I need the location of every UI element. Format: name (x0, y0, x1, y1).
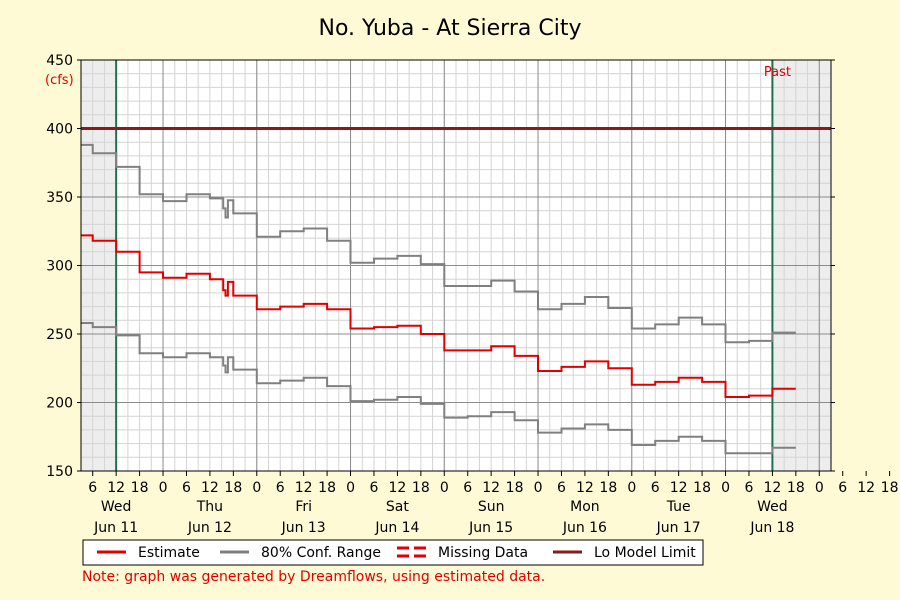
series-line-conf-lower (81, 322, 796, 455)
y-tick-label: 300 (46, 259, 73, 275)
legend: Estimate 80% Conf. Range Missing Data Lo Mo… (82, 539, 704, 566)
y-tick-label: 250 (46, 327, 73, 343)
date-label: Jun 14 (374, 520, 419, 536)
x-tick-label: 0 (721, 480, 730, 496)
x-tick-label: 6 (182, 480, 191, 496)
day-label: Fri (295, 499, 312, 515)
series-line-estimate (81, 234, 796, 398)
y-tick-label: 350 (46, 190, 73, 206)
date-label: Jun 16 (562, 520, 607, 536)
x-tick-label: 6 (88, 480, 97, 496)
x-tick-label: 0 (159, 480, 168, 496)
x-tick-label: 12 (107, 480, 125, 496)
x-tick-label: 6 (745, 480, 754, 496)
day-label: Sat (386, 499, 409, 515)
x-tick-label: 12 (201, 480, 219, 496)
x-tick-label: 12 (295, 480, 313, 496)
x-tick-label: 6 (557, 480, 566, 496)
day-label: Thu (196, 499, 223, 515)
y-tick-label: 150 (46, 464, 73, 480)
past-label: Past (764, 65, 791, 80)
legend-label: 80% Conf. Range (261, 545, 381, 561)
legend-label: Estimate (138, 545, 200, 561)
x-tick-label: 18 (881, 480, 899, 496)
x-tick-label: 12 (857, 480, 875, 496)
date-label: Jun 12 (187, 520, 232, 536)
x-tick-label: 18 (787, 480, 805, 496)
date-label: Jun 15 (468, 520, 513, 536)
legend-label: Missing Data (438, 545, 528, 561)
x-tick-label: 18 (412, 480, 430, 496)
x-tick-label: 6 (838, 480, 847, 496)
x-tick-label: 0 (346, 480, 355, 496)
y-axis-label: (cfs) (45, 73, 74, 88)
x-tick-label: 18 (318, 480, 336, 496)
x-tick-label: 12 (576, 480, 594, 496)
x-tick-label: 18 (693, 480, 711, 496)
x-tick-label: 12 (763, 480, 781, 496)
x-tick-label: 18 (599, 480, 617, 496)
x-tick-label: 18 (224, 480, 242, 496)
day-label: Wed (101, 499, 132, 515)
y-tick-label: 400 (46, 122, 73, 138)
plot-area (80, 59, 832, 472)
x-tick-label: 0 (815, 480, 824, 496)
day-label: Wed (757, 499, 788, 515)
footnote: Note: graph was generated by Dreamflows,… (82, 569, 546, 585)
date-label: Jun 17 (656, 520, 701, 536)
y-tick-label: 200 (46, 396, 73, 412)
date-label: Jun 13 (281, 520, 326, 536)
x-tick-label: 6 (370, 480, 379, 496)
x-tick-label: 6 (276, 480, 285, 496)
x-tick-label: 0 (534, 480, 543, 496)
day-label: Mon (570, 499, 600, 515)
x-tick-label: 0 (627, 480, 636, 496)
day-label: Sun (478, 499, 505, 515)
legend-label: Lo Model Limit (594, 545, 696, 561)
x-tick-label: 18 (506, 480, 524, 496)
x-tick-label: 12 (388, 480, 406, 496)
x-tick-label: 18 (131, 480, 149, 496)
x-tick-label: 6 (651, 480, 660, 496)
date-label: Jun 18 (749, 520, 794, 536)
y-tick-label: 450 (46, 53, 73, 69)
x-tick-label: 6 (463, 480, 472, 496)
x-tick-label: 12 (670, 480, 688, 496)
series-line-conf-upper (81, 143, 796, 344)
x-tick-label: 12 (482, 480, 500, 496)
x-tick-label: 0 (440, 480, 449, 496)
legend-box (82, 539, 704, 566)
date-label: Jun 11 (93, 520, 138, 536)
day-label: Tue (666, 499, 691, 515)
x-tick-label: 0 (252, 480, 261, 496)
chart-title: No. Yuba - At Sierra City (319, 16, 582, 41)
